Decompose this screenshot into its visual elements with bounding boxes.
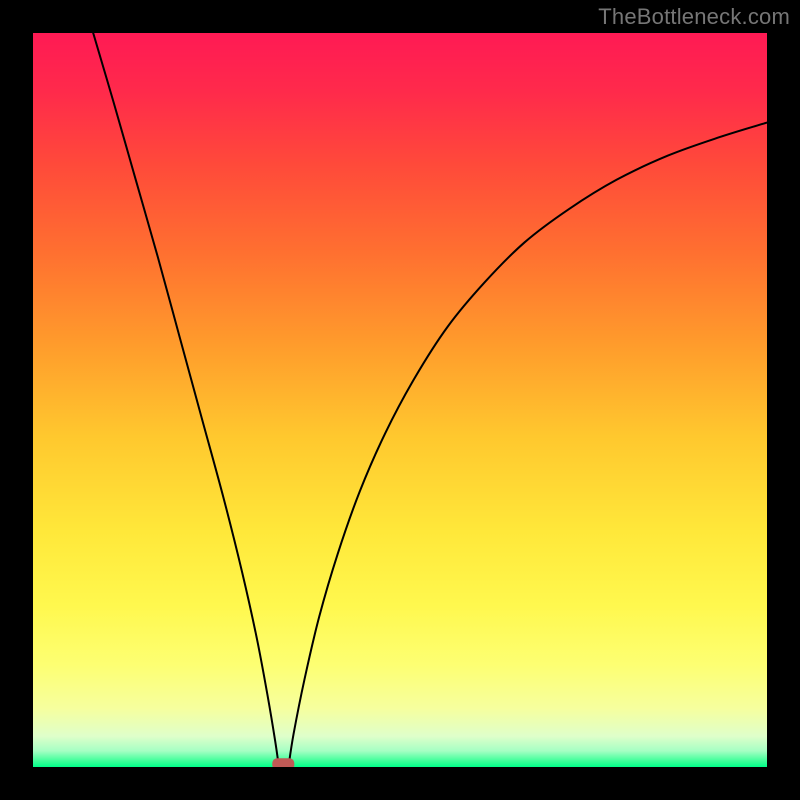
chart-svg (0, 0, 800, 800)
watermark-text: TheBottleneck.com (598, 4, 790, 30)
plot-background (33, 33, 767, 767)
chart-stage: TheBottleneck.com (0, 0, 800, 800)
